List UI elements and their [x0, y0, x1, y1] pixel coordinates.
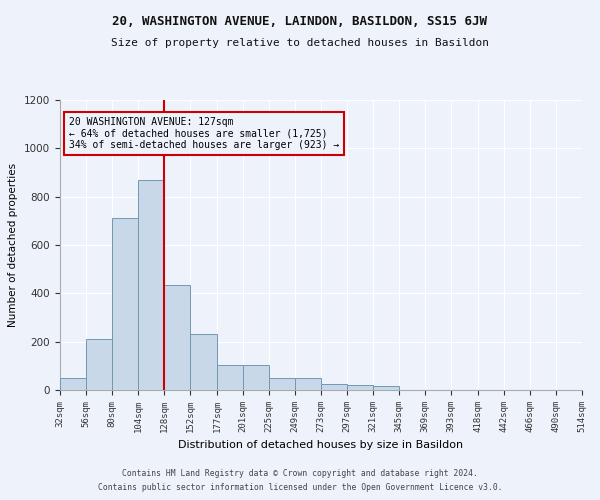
Bar	[373, 386, 399, 390]
Bar	[86, 339, 112, 390]
Bar	[217, 364, 243, 390]
Bar	[295, 378, 321, 390]
Text: Contains public sector information licensed under the Open Government Licence v3: Contains public sector information licen…	[98, 484, 502, 492]
Bar	[347, 385, 373, 390]
Bar	[190, 334, 217, 390]
Bar	[138, 180, 164, 390]
Bar	[112, 218, 138, 390]
Bar	[164, 285, 190, 390]
Text: Contains HM Land Registry data © Crown copyright and database right 2024.: Contains HM Land Registry data © Crown c…	[122, 468, 478, 477]
Text: 20, WASHINGTON AVENUE, LAINDON, BASILDON, SS15 6JW: 20, WASHINGTON AVENUE, LAINDON, BASILDON…	[113, 15, 487, 28]
X-axis label: Distribution of detached houses by size in Basildon: Distribution of detached houses by size …	[178, 440, 464, 450]
Bar	[269, 378, 295, 390]
Bar	[60, 378, 86, 390]
Y-axis label: Number of detached properties: Number of detached properties	[8, 163, 19, 327]
Bar	[243, 364, 269, 390]
Text: 20 WASHINGTON AVENUE: 127sqm
← 64% of detached houses are smaller (1,725)
34% of: 20 WASHINGTON AVENUE: 127sqm ← 64% of de…	[68, 117, 339, 150]
Text: Size of property relative to detached houses in Basildon: Size of property relative to detached ho…	[111, 38, 489, 48]
Bar	[321, 384, 347, 390]
